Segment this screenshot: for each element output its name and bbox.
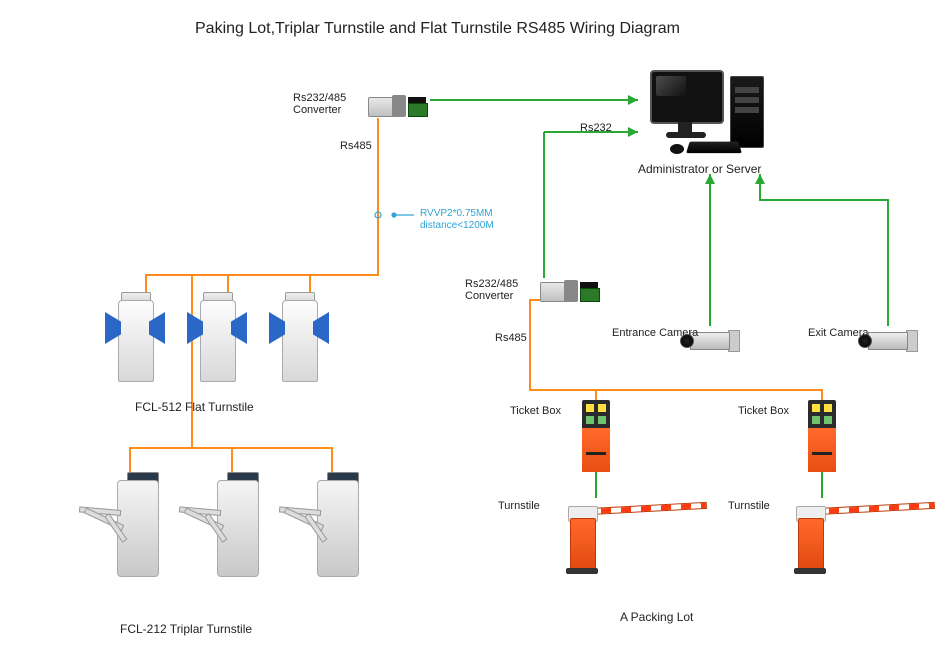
barrier-1-label: Turnstile bbox=[498, 500, 540, 512]
diagram-title: Paking Lot,Triplar Turnstile and Flat Tu… bbox=[195, 20, 680, 38]
tripod-label: FCL-212 Triplar Turnstile bbox=[120, 622, 252, 636]
converter-top-label: Rs232/485 Converter bbox=[293, 92, 346, 116]
entrance-camera-label: Entrance Camera bbox=[612, 327, 698, 339]
tripod-2 bbox=[185, 470, 280, 580]
ticket-box-1-label: Ticket Box bbox=[510, 405, 561, 417]
tripod-3 bbox=[285, 470, 380, 580]
cable-note: RVVP2*0.75MM distance<1200M bbox=[420, 208, 494, 232]
flat-turnstile-1 bbox=[100, 290, 170, 385]
barrier-2-label: Turnstile bbox=[728, 500, 770, 512]
parking-lot-label: A Packing Lot bbox=[620, 610, 693, 624]
ticket-box-1 bbox=[582, 400, 610, 472]
barrier-1 bbox=[570, 500, 710, 570]
converter-top bbox=[368, 93, 428, 121]
admin-label: Administrator or Server bbox=[638, 162, 761, 176]
exit-camera-label: Exit Camera bbox=[808, 327, 869, 339]
barrier-2 bbox=[798, 500, 938, 570]
ticket-box-2 bbox=[808, 400, 836, 472]
flat-turnstile-2 bbox=[182, 290, 252, 385]
converter-mid-label: Rs232/485 Converter bbox=[465, 278, 518, 302]
ticket-box-2-label: Ticket Box bbox=[738, 405, 789, 417]
flat-turnstile-3 bbox=[264, 290, 334, 385]
rs232-label: Rs232 bbox=[580, 122, 612, 134]
admin-computer bbox=[650, 70, 770, 160]
rs485-mid-label: Rs485 bbox=[495, 332, 527, 344]
flat-turnstile-label: FCL-512 Flat Turnstile bbox=[135, 400, 254, 414]
converter-mid bbox=[540, 278, 600, 306]
tripod-1 bbox=[85, 470, 180, 580]
rs485-top-label: Rs485 bbox=[340, 140, 372, 152]
